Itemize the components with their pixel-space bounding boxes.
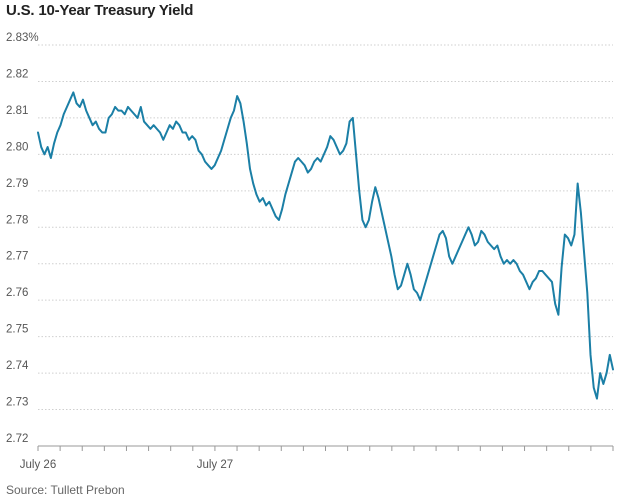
y-tick-label: 2.72 [6, 433, 28, 445]
y-axis-labels: 2.83% 2.82 2.81 2.80 2.79 2.78 2.77 2.76 2.75 2.7… [6, 32, 39, 445]
y-tick-label: 2.73 [6, 397, 28, 409]
y-tick-label: 2.83% [6, 32, 39, 44]
yield-series-line [37, 91, 614, 400]
y-tick-label: 2.78 [6, 214, 28, 226]
y-tick-label: 2.80 [6, 141, 28, 153]
x-axis-labels: July 26 July 27 [20, 459, 233, 471]
source-note: Source: Tullett Prebon [6, 483, 125, 497]
y-tick-label: 2.82 [6, 68, 28, 80]
y-tick-label: 2.79 [6, 178, 28, 190]
x-tick-label: July 27 [197, 459, 233, 471]
x-axis [37, 445, 614, 451]
y-tick-label: 2.76 [6, 287, 28, 299]
chart-title: U.S. 10-Year Treasury Yield [6, 2, 194, 19]
y-tick-label: 2.74 [6, 360, 29, 372]
y-tick-label: 2.77 [6, 251, 28, 263]
y-tick-label: 2.81 [6, 105, 28, 117]
y-tick-label: 2.75 [6, 324, 28, 336]
x-tick-label: July 26 [20, 459, 56, 471]
gridlines [38, 44, 613, 411]
